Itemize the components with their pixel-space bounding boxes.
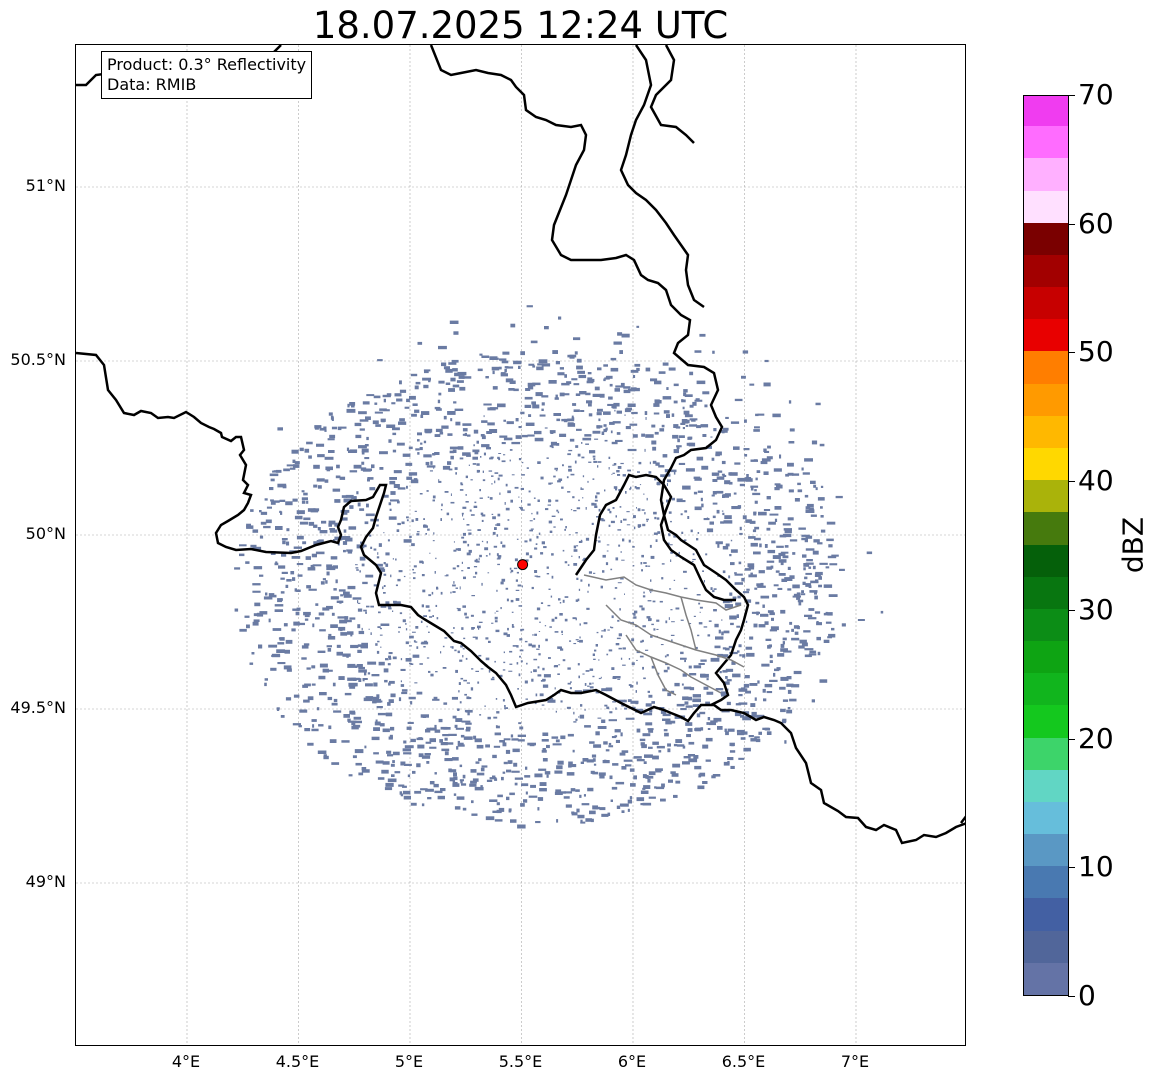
lat-tick-label: 49.5°N bbox=[10, 698, 66, 717]
lon-tick-label: 6.5°E bbox=[721, 1052, 766, 1071]
data-source-label: Data: RMIB bbox=[107, 75, 197, 94]
border-luxembourg bbox=[574, 473, 736, 602]
colorbar-segment bbox=[1024, 415, 1068, 448]
colorbar-tick bbox=[1068, 352, 1075, 354]
gridlines bbox=[76, 45, 965, 1045]
colorbar-segment bbox=[1024, 608, 1068, 642]
colorbar-tick-label: 20 bbox=[1078, 721, 1114, 755]
colorbar-tick-label: 70 bbox=[1078, 78, 1114, 111]
colorbar-segment bbox=[1024, 769, 1068, 802]
admin-boundary-2 bbox=[605, 604, 745, 668]
lon-tick-label: 5°E bbox=[394, 1052, 424, 1071]
colorbar-tick bbox=[1068, 481, 1075, 483]
colorbar-segment bbox=[1024, 930, 1068, 963]
map-title: 18.07.2025 12:24 UTC bbox=[312, 4, 729, 47]
colorbar-tick-label: 40 bbox=[1078, 464, 1114, 498]
colorbar-segment bbox=[1024, 157, 1068, 191]
colorbar-segment bbox=[1024, 222, 1068, 255]
colorbar-tick bbox=[1068, 95, 1075, 96]
colorbar bbox=[1023, 95, 1069, 996]
colorbar-segment bbox=[1024, 479, 1068, 513]
colorbar-segment bbox=[1024, 865, 1068, 899]
colorbar-tick-label: 50 bbox=[1078, 335, 1114, 369]
product-info-box: Product: 0.3° Reflectivity Data: RMIB bbox=[101, 51, 313, 99]
lat-tick-label: 50°N bbox=[25, 524, 66, 543]
lat-tick-label: 50.5°N bbox=[10, 350, 66, 369]
colorbar-segment bbox=[1024, 576, 1068, 609]
colorbar-segment bbox=[1024, 543, 1068, 577]
border-netherlands-east bbox=[429, 45, 750, 707]
colorbar-tick-label: 60 bbox=[1078, 206, 1114, 240]
colorbar-segment bbox=[1024, 350, 1068, 384]
colorbar-tick bbox=[1068, 609, 1075, 611]
colorbar-segment bbox=[1024, 318, 1068, 352]
admin-boundary-5 bbox=[680, 596, 697, 651]
lat-tick-label: 51°N bbox=[25, 176, 66, 195]
border-germany-northeast bbox=[649, 45, 695, 144]
colorbar-segment bbox=[1024, 801, 1068, 835]
colorbar-tick bbox=[1068, 996, 1075, 997]
border-germany-edge bbox=[960, 815, 965, 824]
border-germany-north bbox=[619, 45, 705, 309]
colorbar-segment bbox=[1024, 640, 1068, 674]
border-belgium-france-west bbox=[76, 351, 965, 845]
colorbar-segment bbox=[1024, 125, 1068, 159]
colorbar-tick bbox=[1068, 223, 1075, 225]
colorbar-segment bbox=[1024, 833, 1068, 867]
colorbar-segment bbox=[1024, 736, 1068, 770]
lon-tick-label: 4.5°E bbox=[275, 1052, 320, 1071]
product-label: Product: 0.3° Reflectivity bbox=[107, 55, 307, 74]
colorbar-segment bbox=[1024, 447, 1068, 481]
colorbar-segment bbox=[1024, 962, 1068, 995]
lon-tick-label: 6°E bbox=[617, 1052, 647, 1071]
colorbar-tick-label: 10 bbox=[1078, 850, 1114, 884]
colorbar-tick bbox=[1068, 867, 1075, 869]
colorbar-tick bbox=[1068, 738, 1075, 740]
colorbar-segment bbox=[1024, 189, 1068, 223]
lat-tick-label: 49°N bbox=[25, 872, 66, 891]
colorbar-segment bbox=[1024, 286, 1068, 320]
lon-tick-label: 7°E bbox=[840, 1052, 870, 1071]
admin-boundary-3 bbox=[625, 634, 722, 694]
colorbar-label: dBZ bbox=[1116, 516, 1150, 574]
colorbar-segment bbox=[1024, 383, 1068, 416]
lon-tick-label: 5.5°E bbox=[498, 1052, 543, 1071]
colorbar-segment bbox=[1024, 254, 1068, 288]
colorbar-tick-label: 30 bbox=[1078, 592, 1114, 626]
lon-tick-label: 4°E bbox=[171, 1052, 201, 1071]
country-borders bbox=[76, 45, 965, 845]
radar-echoes bbox=[234, 305, 884, 829]
admin-boundary-1 bbox=[583, 574, 742, 611]
admin-boundary-4 bbox=[650, 656, 677, 696]
colorbar-tick-label: 0 bbox=[1078, 979, 1096, 1012]
colorbar-segment bbox=[1024, 511, 1068, 545]
map-canvas bbox=[76, 45, 965, 1045]
radar-site-marker[interactable] bbox=[517, 559, 529, 571]
colorbar-segment bbox=[1024, 672, 1068, 706]
colorbar-segment bbox=[1024, 897, 1068, 931]
radar-map[interactable] bbox=[75, 44, 966, 1046]
colorbar-segment bbox=[1024, 704, 1068, 738]
colorbar-segment bbox=[1024, 96, 1068, 127]
